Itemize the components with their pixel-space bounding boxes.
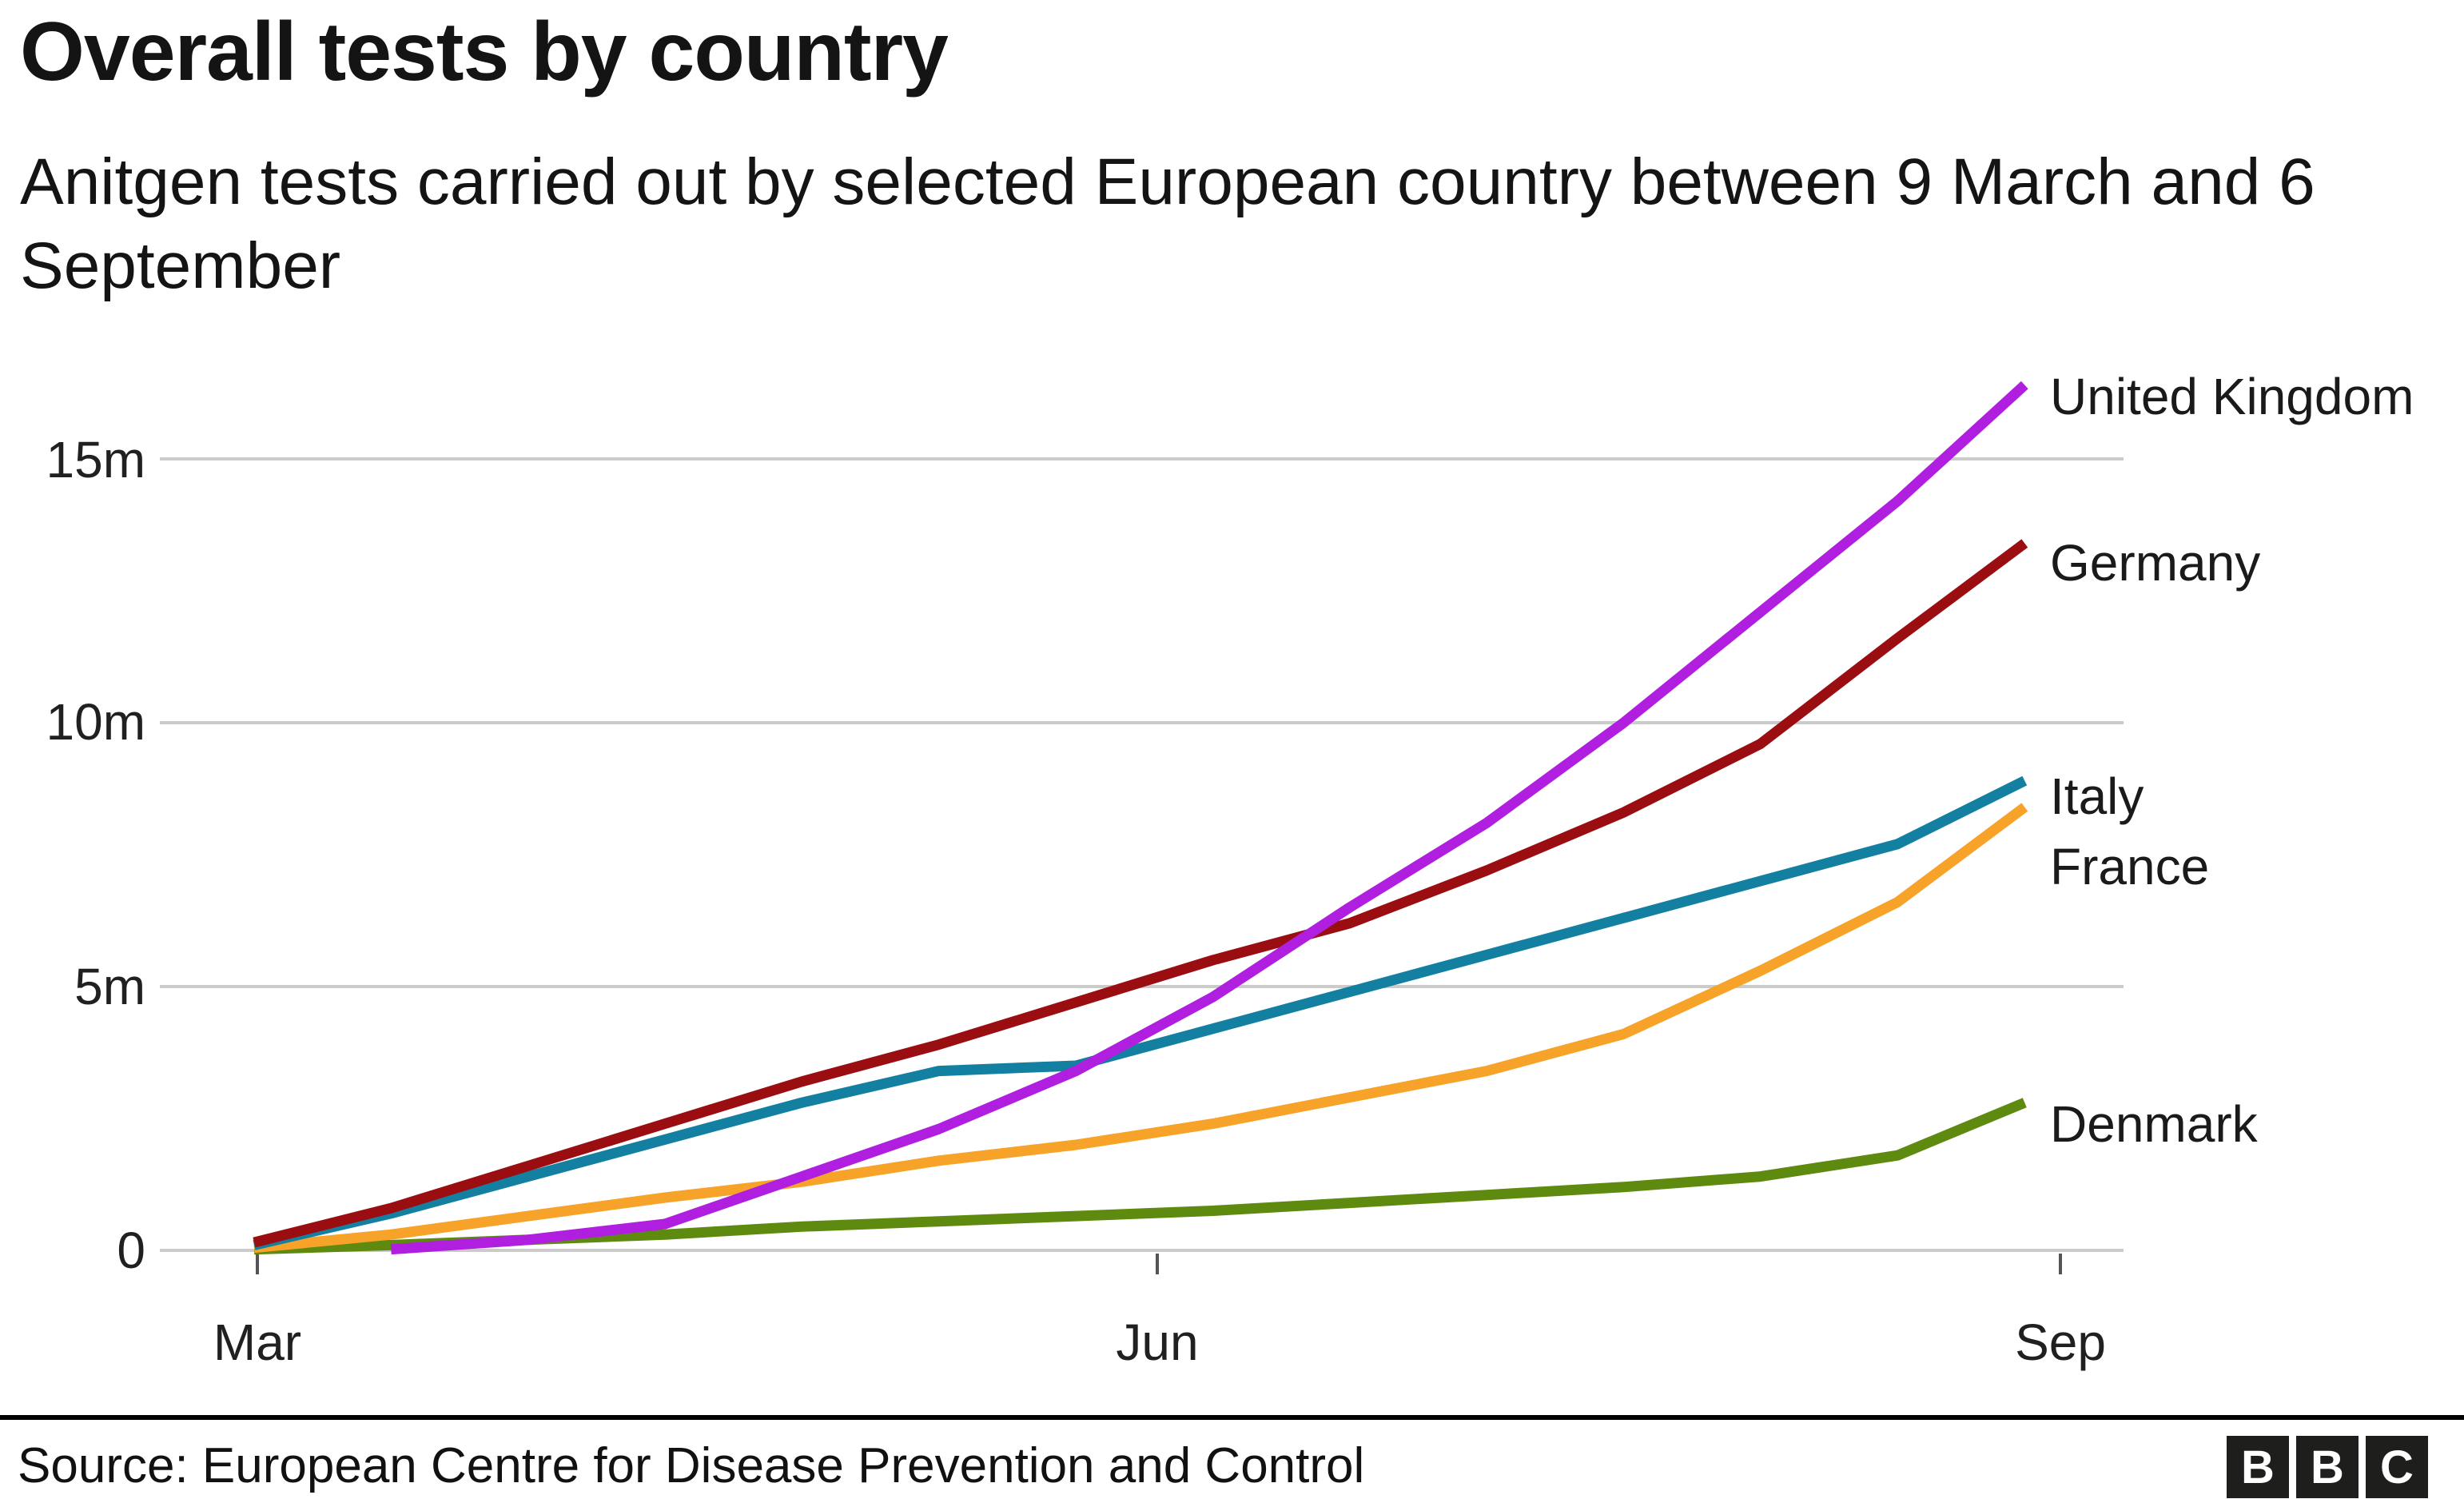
series-label-germany: Germany: [2050, 534, 2261, 592]
series-label-denmark: Denmark: [2050, 1095, 2258, 1153]
y-axis-tick-10m: 10m: [46, 693, 146, 751]
series-label-france: France: [2050, 838, 2210, 895]
series-label-united-kingdom: United Kingdom: [2050, 368, 2414, 425]
footer-divider: [0, 1415, 2464, 1420]
x-axis-tick-mar: Mar: [213, 1314, 302, 1371]
bbc-logo-letter: C: [2380, 1441, 2414, 1493]
bbc-logo-letter: B: [2311, 1441, 2344, 1493]
bbc-logo-square: C: [2366, 1436, 2428, 1498]
y-axis-tick-15m: 15m: [46, 431, 146, 488]
x-axis-tick-jun: Jun: [1116, 1314, 1199, 1371]
series-label-italy: Italy: [2050, 767, 2144, 825]
page-title: Overall tests by country: [20, 6, 949, 98]
y-axis-tick-0: 0: [117, 1222, 145, 1279]
chart-subtitle: Anitgen tests carried out by selected Eu…: [20, 146, 2315, 302]
source-attribution: Source: European Centre for Disease Prev…: [18, 1438, 1365, 1493]
bbc-logo-square: B: [2296, 1436, 2359, 1498]
bbc-logo-letter: B: [2241, 1441, 2275, 1493]
bbc-logo: B B C: [2227, 1436, 2428, 1498]
bbc-logo-square: B: [2227, 1436, 2289, 1498]
x-axis-tick-sep: Sep: [2015, 1314, 2106, 1371]
y-axis-tick-5m: 5m: [74, 958, 145, 1015]
